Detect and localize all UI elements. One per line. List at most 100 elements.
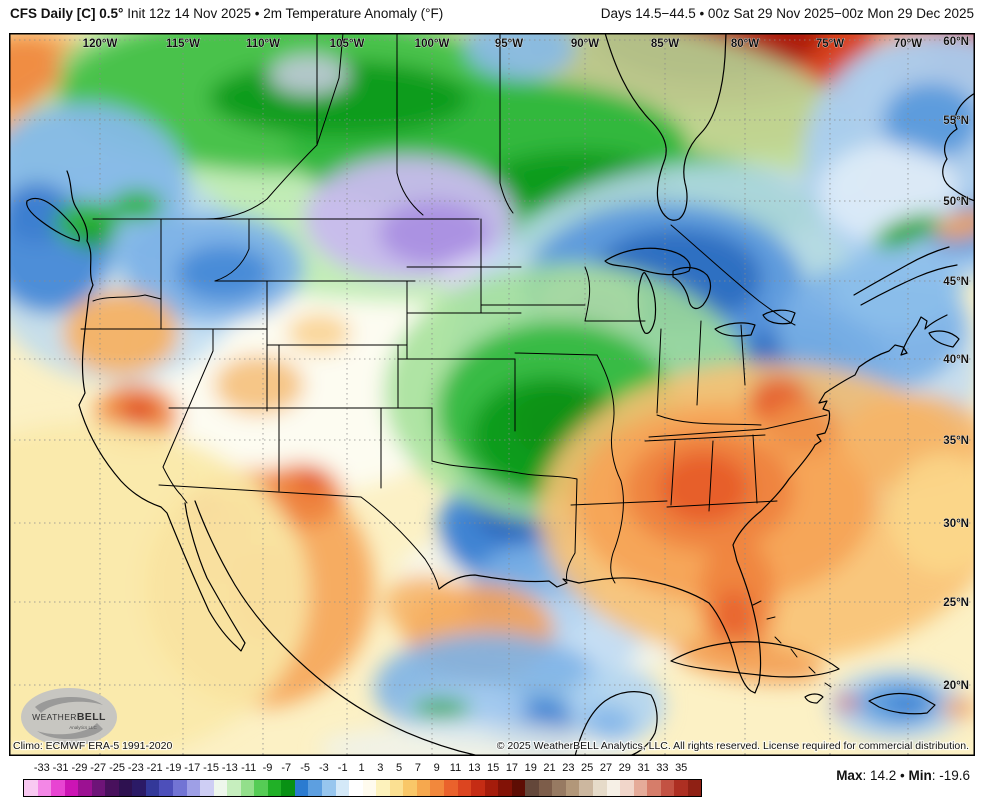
colorbar-cell <box>443 780 458 796</box>
title-detail: Init 12z 14 Nov 2025 • 2m Temperature An… <box>123 6 444 21</box>
colorbar-tick: -5 <box>300 762 310 774</box>
colorbar-cell <box>565 780 580 796</box>
colorbar-cell <box>91 780 106 796</box>
lon-label: 85°W <box>651 38 679 50</box>
colorbar-tick: 3 <box>377 762 384 774</box>
model-name: CFS Daily [C] 0.5° <box>10 6 124 21</box>
colorbar-tick: -11 <box>241 762 257 774</box>
colorbar-cell <box>281 780 295 796</box>
colorbar-tick: 19 <box>524 762 537 774</box>
colorbar-cell <box>227 780 241 796</box>
state-borders <box>80 33 828 590</box>
coastlines <box>26 33 975 756</box>
colorbar-tick: 35 <box>675 762 688 774</box>
colorbar-tick: 27 <box>599 762 613 774</box>
lon-label: 75°W <box>816 38 844 50</box>
colorbar-cell <box>498 780 512 796</box>
colorbar-tick: -25 <box>109 762 125 774</box>
colorbar-cell <box>173 780 187 796</box>
colorbar-tick: 21 <box>543 762 556 774</box>
colorbar-cell <box>118 780 133 796</box>
colorbar-cell <box>552 780 566 796</box>
max-value: : 14.2 <box>862 768 897 783</box>
colorbar-tick: 25 <box>581 762 594 774</box>
lon-label: 100°W <box>415 38 450 50</box>
lat-label: 60°N <box>943 36 969 48</box>
copyright-label: © 2025 WeatherBELL Analytics, LLC. All r… <box>497 740 969 752</box>
colorbar-tick: -9 <box>262 762 273 774</box>
colorbar-cell <box>105 780 119 796</box>
colorbar-tick: -27 <box>90 762 107 774</box>
colorbar-cell <box>322 780 336 796</box>
colorbar-cell <box>78 780 92 796</box>
colorbar-cell <box>267 780 282 796</box>
weather-map: 120°W 115°W 110°W 105°W 100°W 95°W 90°W … <box>9 33 975 756</box>
min-value: : -19.6 <box>931 768 970 783</box>
svg-text:WEATHERBELL: WEATHERBELL <box>32 711 106 723</box>
colorbar-cell <box>647 780 661 796</box>
max-label: Max <box>836 768 863 783</box>
colorbar-cell <box>471 780 485 796</box>
colorbar-cell <box>159 780 174 796</box>
colorbar-cell <box>592 780 607 796</box>
colorbar <box>23 779 702 797</box>
colorbar-tick: 1 <box>358 762 365 774</box>
colorbar-tick: -21 <box>146 762 163 774</box>
colorbar-cell <box>37 780 52 796</box>
colorbar-cell <box>240 780 255 796</box>
colorbar-tick: -15 <box>203 762 219 774</box>
colorbar-cell <box>132 780 146 796</box>
coordinate-labels: 120°W 115°W 110°W 105°W 100°W 95°W 90°W … <box>82 36 969 693</box>
colorbar-tick: -13 <box>221 762 238 774</box>
colorbar-cell <box>660 780 675 796</box>
lat-label: 50°N <box>943 196 969 208</box>
colorbar-tick: -1 <box>337 762 348 774</box>
colorbar-cell <box>525 780 539 796</box>
colorbar-tick: 13 <box>468 762 481 774</box>
colorbar-cell <box>335 780 350 796</box>
colorbar-cell <box>186 780 201 796</box>
lon-label: 95°W <box>495 38 523 50</box>
colorbar-tick: 15 <box>487 762 500 774</box>
lat-label: 55°N <box>943 115 969 127</box>
colorbar-tick: 31 <box>637 762 650 774</box>
lat-label: 20°N <box>943 680 969 692</box>
colorbar-tick-labels: -33 -31 -29 -27 -25 -23 -21 -19 -17 -15 -13 -11 -9 -7… <box>23 762 700 777</box>
colorbar-cell <box>362 780 377 796</box>
colorbar-tick: 29 <box>618 762 631 774</box>
lon-label: 105°W <box>330 38 365 50</box>
graticule <box>9 33 975 756</box>
colorbar-cell <box>51 780 65 796</box>
colorbar-cell <box>484 780 499 796</box>
colorbar-tick: 7 <box>414 762 421 774</box>
colorbar-cell <box>457 780 472 796</box>
colorbar-tick: -29 <box>71 762 88 774</box>
header: CFS Daily [C] 0.5° Init 12z 14 Nov 2025 … <box>10 6 974 21</box>
colorbar-cell <box>349 780 363 796</box>
colorbar-tick: 23 <box>562 762 575 774</box>
colorbar-cell <box>64 780 79 796</box>
colorbar-cell <box>403 780 417 796</box>
anomaly-field <box>9 33 975 756</box>
page-title: CFS Daily [C] 0.5° Init 12z 14 Nov 2025 … <box>10 6 443 21</box>
colorbar-tick: -19 <box>165 762 182 774</box>
lat-label: 45°N <box>943 276 969 288</box>
colorbar-cell <box>200 780 214 796</box>
lat-label: 25°N <box>943 597 969 609</box>
colorbar-cell <box>687 780 702 796</box>
colorbar-tick: -17 <box>184 762 201 774</box>
colorbar-tick: -23 <box>127 762 144 774</box>
colorbar-cell <box>511 780 526 796</box>
colorbar-cell <box>579 780 593 796</box>
weatherbell-logo: WEATHERBELL Analytics LLC <box>21 688 117 746</box>
climo-label: Climo: ECMWF ERA-5 1991-2020 <box>13 740 172 752</box>
lon-label: 115°W <box>166 38 200 50</box>
colorbar-cell <box>538 780 553 796</box>
lon-label: 120°W <box>83 38 118 50</box>
lat-label: 30°N <box>943 518 969 530</box>
colorbar-cell <box>376 780 390 796</box>
colorbar-cell <box>389 780 404 796</box>
colorbar-tick: -7 <box>281 762 292 774</box>
colorbar-tick: -3 <box>318 762 329 774</box>
